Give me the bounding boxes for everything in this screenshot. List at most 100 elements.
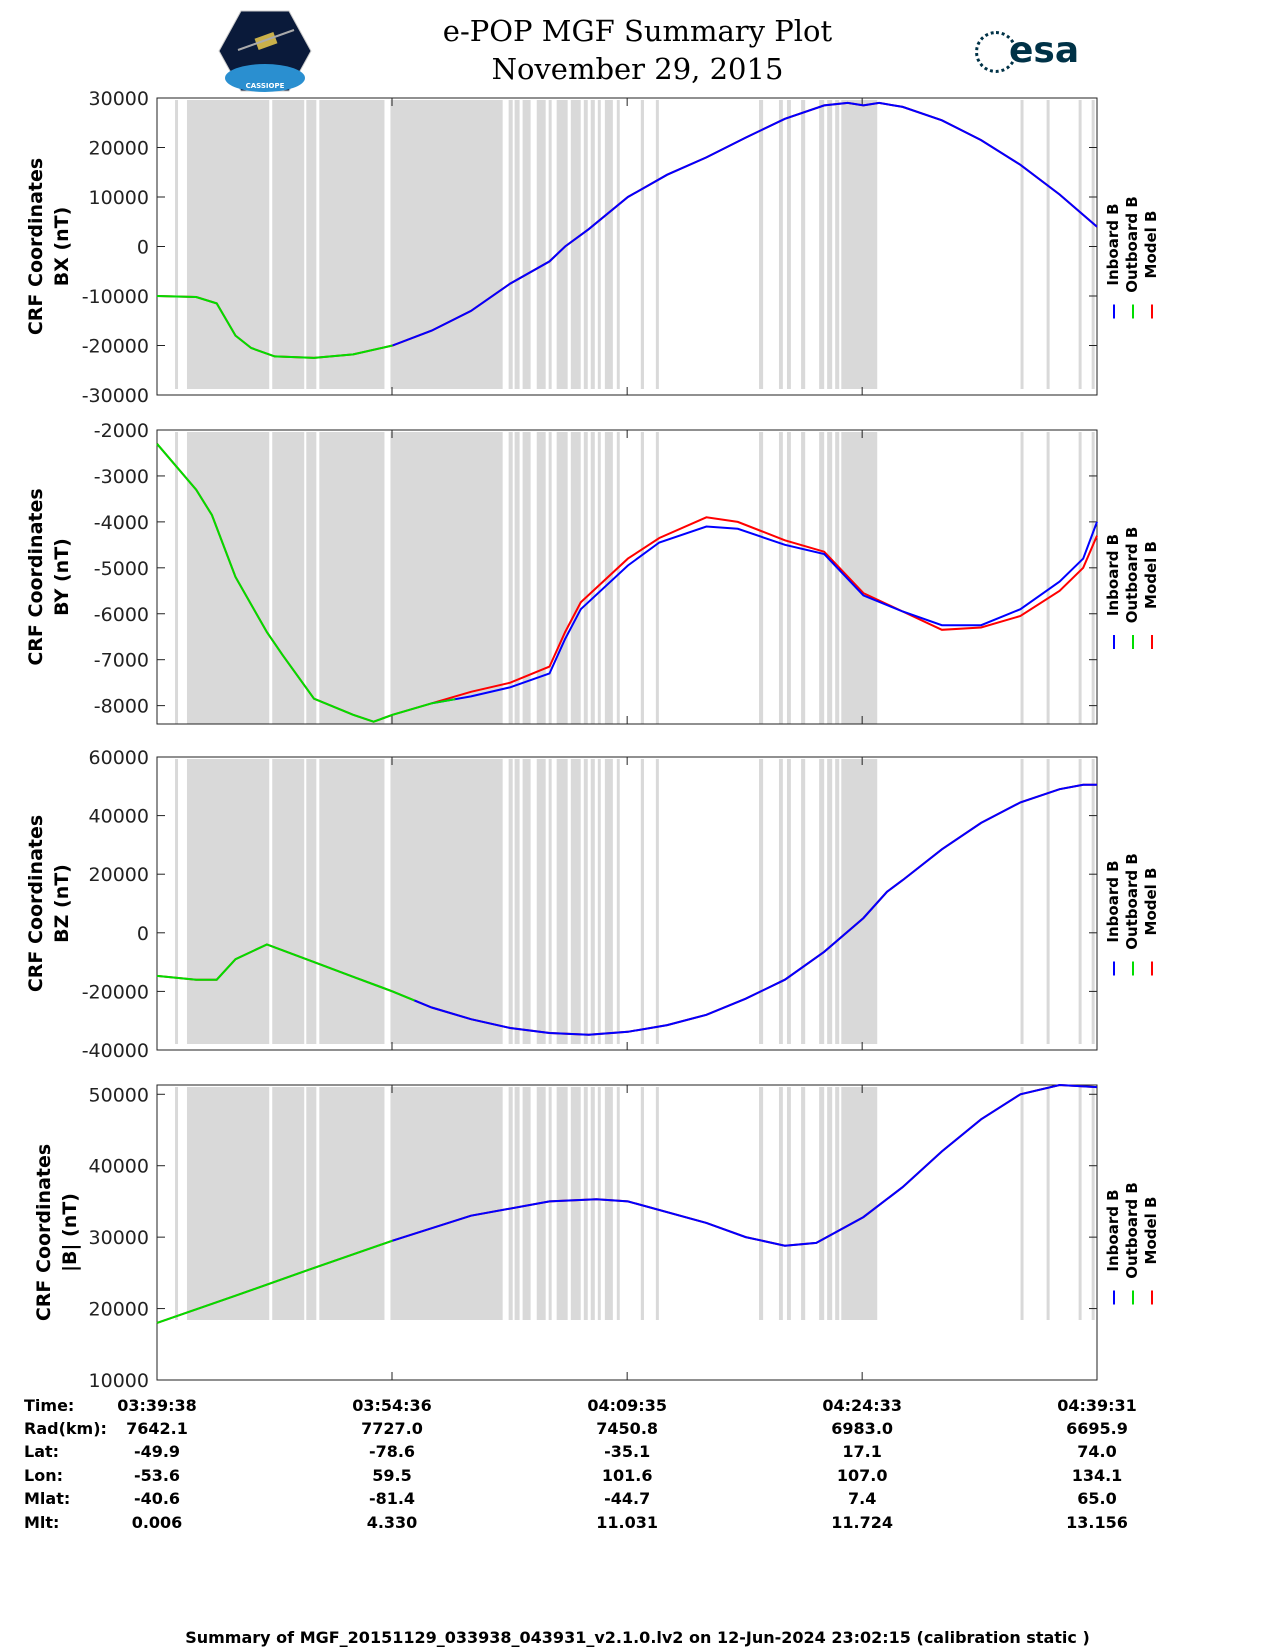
gap-band (590, 1087, 595, 1320)
x-tick-label: 04:09:35 (587, 1396, 667, 1415)
gap-band (778, 432, 783, 724)
gap-band (835, 1087, 840, 1320)
gap-band (548, 100, 552, 389)
gap-band (590, 432, 595, 724)
y-tick-label: 30000 (89, 88, 149, 110)
gap-band (508, 1087, 513, 1320)
gap-band (272, 100, 305, 389)
y-tick-label: 60000 (89, 747, 149, 769)
gap-band (604, 432, 613, 724)
table-row-label: Mlt: (24, 1513, 60, 1532)
table-cell: 11.724 (831, 1513, 894, 1532)
y-tick-label: 10000 (89, 187, 149, 209)
table-cell: -81.4 (368, 1489, 416, 1508)
gap-band (801, 432, 806, 724)
table-cell: 0.006 (131, 1513, 183, 1532)
gap-band (786, 1087, 791, 1320)
table-cell: 17.1 (842, 1442, 882, 1461)
y-tick-label: -2000 (94, 420, 149, 442)
gap-band (1091, 100, 1095, 389)
gap-band (175, 100, 179, 389)
gap-band (597, 432, 601, 724)
y-tick-label: -8000 (94, 696, 149, 718)
legend-label: Model B (1142, 211, 1160, 279)
gap-band (1078, 1087, 1082, 1320)
y-tick-label: -40000 (82, 1040, 149, 1062)
gap-band (640, 100, 644, 389)
gap-band (390, 759, 503, 1044)
cassiope-logo: CASSIOPE (218, 10, 312, 92)
gap-band (786, 100, 791, 389)
gap-band (186, 1087, 270, 1320)
y-tick-label: -20000 (82, 336, 149, 358)
gap-band (570, 1087, 581, 1320)
table-cell: 6695.9 (1066, 1419, 1128, 1438)
gap-band (272, 759, 305, 1044)
gap-band (819, 1087, 825, 1320)
plot-date: November 29, 2015 (491, 52, 784, 86)
gap-band (175, 759, 179, 1044)
gap-band (778, 1087, 783, 1320)
gap-band (801, 759, 806, 1044)
gap-band (640, 432, 644, 724)
x-tick-label: 04:24:33 (822, 1396, 902, 1415)
y-tick-label: -5000 (94, 558, 149, 580)
gap-band (319, 100, 385, 389)
gap-band (319, 759, 385, 1044)
gap-band (841, 1087, 878, 1320)
gap-band (583, 1087, 588, 1320)
y-tick-label: -3000 (94, 466, 149, 488)
gap-band (597, 759, 601, 1044)
y-axis-label-unit: BZ (nT) (51, 864, 73, 943)
table-row-label: Lon: (24, 1466, 63, 1485)
y-axis-label: CRF Coordinates (25, 158, 47, 335)
y-tick-label: 20000 (89, 1299, 149, 1321)
gap-band (827, 432, 833, 724)
gap-band (786, 432, 791, 724)
legend-label: Inboard B (1104, 203, 1122, 285)
gap-band (616, 100, 620, 389)
gap-band (186, 759, 270, 1044)
cassiope-logo-text: CASSIOPE (246, 82, 285, 90)
gap-band (827, 759, 833, 1044)
gap-band (835, 759, 840, 1044)
gap-band (583, 432, 588, 724)
gap-band (604, 1087, 613, 1320)
legend-label: Outboard B (1123, 527, 1141, 624)
gap-band (570, 759, 581, 1044)
table-cell: 7642.1 (126, 1419, 188, 1438)
gap-band (841, 759, 878, 1044)
legend-label: Outboard B (1123, 853, 1141, 950)
gap-band (570, 432, 581, 724)
gap-band (597, 1087, 601, 1320)
gap-band (655, 100, 659, 389)
gap-band (604, 759, 613, 1044)
gap-band (514, 100, 520, 389)
gap-band (583, 100, 588, 389)
gap-band (1020, 100, 1024, 389)
gap-band (759, 1087, 764, 1320)
y-axis-label: CRF Coordinates (25, 488, 47, 665)
gap-band (819, 759, 825, 1044)
gap-band (536, 100, 546, 389)
gap-band (616, 432, 620, 724)
plot-title: e-POP MGF Summary Plot (442, 14, 833, 48)
legend-label: Inboard B (1104, 1189, 1122, 1271)
gap-band (801, 100, 806, 389)
gap-band (306, 100, 317, 389)
y-tick-label: 20000 (89, 864, 149, 886)
gap-band (390, 432, 503, 724)
gap-band (508, 759, 513, 1044)
y-tick-label: 30000 (89, 1227, 149, 1249)
table-cell: -44.7 (604, 1489, 651, 1508)
gap-band (604, 100, 613, 389)
gap-band (1091, 1087, 1095, 1320)
gap-band (514, 432, 520, 724)
table-cell: 7.4 (847, 1489, 877, 1508)
gap-band (655, 1087, 659, 1320)
gap-band (390, 1087, 503, 1320)
table-cell: -40.6 (133, 1489, 181, 1508)
gap-band (522, 1087, 531, 1320)
